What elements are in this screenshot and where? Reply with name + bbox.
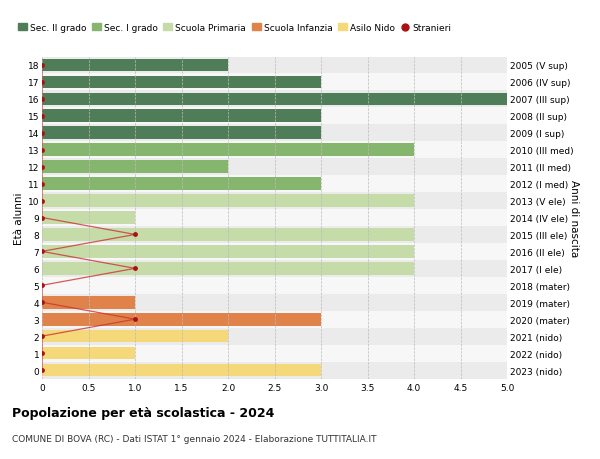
Bar: [42, 229, 414, 241]
Bar: [42, 74, 507, 91]
Bar: [42, 347, 135, 360]
Text: COMUNE DI BOVA (RC) - Dati ISTAT 1° gennaio 2024 - Elaborazione TUTTITALIA.IT: COMUNE DI BOVA (RC) - Dati ISTAT 1° genn…: [12, 434, 377, 443]
Bar: [42, 260, 507, 277]
Bar: [42, 60, 228, 72]
Bar: [42, 243, 507, 260]
Bar: [42, 364, 321, 376]
Y-axis label: Età alunni: Età alunni: [14, 192, 23, 244]
Legend: Sec. II grado, Sec. I grado, Scuola Primaria, Scuola Infanzia, Asilo Nido, Stran: Sec. II grado, Sec. I grado, Scuola Prim…: [14, 20, 455, 36]
Bar: [42, 57, 507, 74]
Bar: [42, 178, 321, 190]
Y-axis label: Anni di nascita: Anni di nascita: [569, 179, 579, 257]
Bar: [42, 108, 507, 125]
Bar: [42, 311, 507, 328]
Bar: [42, 125, 507, 142]
Bar: [42, 161, 228, 174]
Bar: [42, 127, 321, 140]
Bar: [42, 210, 507, 226]
Bar: [42, 93, 507, 106]
Bar: [42, 296, 135, 309]
Bar: [42, 76, 321, 89]
Bar: [42, 345, 507, 362]
Bar: [42, 362, 507, 379]
Bar: [42, 159, 507, 176]
Bar: [42, 277, 507, 294]
Bar: [42, 110, 321, 123]
Bar: [42, 294, 507, 311]
Bar: [42, 328, 507, 345]
Bar: [42, 144, 414, 157]
Bar: [42, 176, 507, 193]
Bar: [42, 330, 228, 343]
Bar: [42, 246, 414, 258]
Bar: [42, 91, 507, 108]
Bar: [42, 195, 414, 207]
Bar: [42, 226, 507, 243]
Bar: [42, 212, 135, 224]
Text: Popolazione per età scolastica - 2024: Popolazione per età scolastica - 2024: [12, 406, 274, 419]
Bar: [42, 263, 414, 275]
Bar: [42, 142, 507, 159]
Bar: [42, 313, 321, 326]
Bar: [42, 193, 507, 210]
